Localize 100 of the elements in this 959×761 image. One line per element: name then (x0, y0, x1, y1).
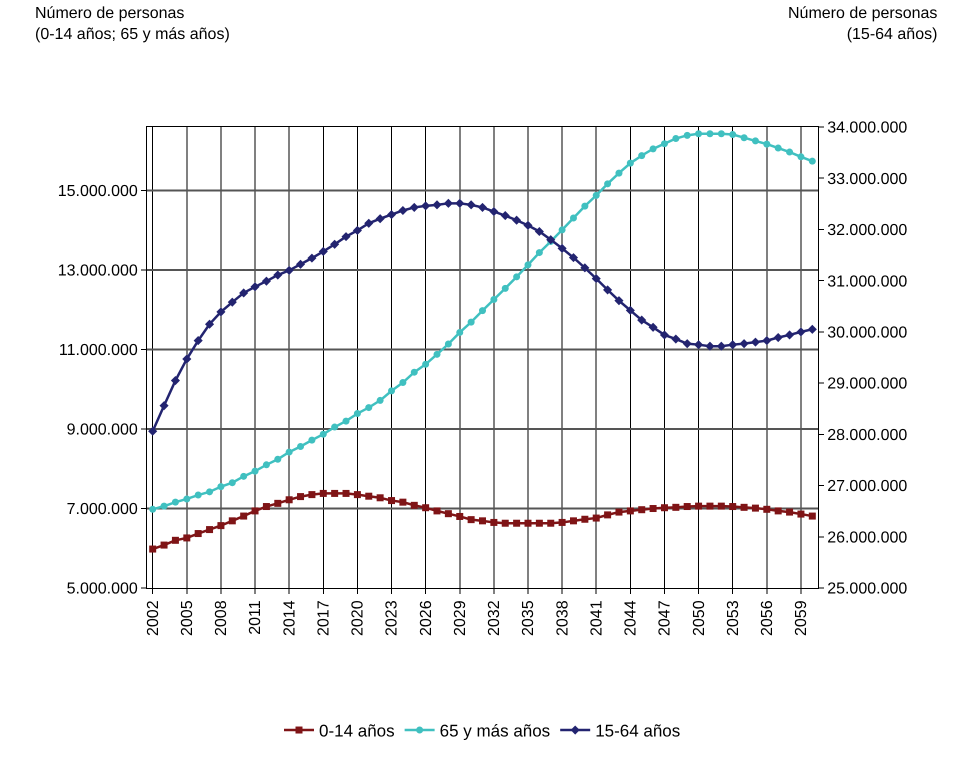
point (205, 320, 214, 329)
x-tick-label: 2032 (486, 600, 504, 636)
point (364, 218, 374, 228)
point (705, 342, 715, 351)
point (217, 522, 224, 530)
point (455, 198, 464, 208)
point (330, 240, 340, 249)
point (331, 490, 338, 497)
point (479, 307, 486, 314)
point (352, 226, 362, 236)
point (194, 492, 202, 499)
point (206, 488, 214, 496)
x-tick-label: 2038 (554, 600, 572, 636)
x-tick-label: 2020 (350, 600, 367, 636)
point (365, 404, 372, 412)
point (286, 448, 293, 456)
point (262, 276, 271, 286)
legend-label: 0-14 años (319, 722, 395, 741)
point (228, 298, 237, 307)
point (308, 436, 316, 444)
point (774, 332, 783, 342)
point (228, 479, 236, 486)
point (706, 130, 714, 138)
point (684, 132, 691, 139)
point (284, 266, 294, 275)
point (307, 254, 316, 263)
point (172, 536, 179, 544)
y2-tick-label: 32.000.000 (827, 222, 908, 240)
x-tick-label: 2002 (144, 600, 162, 636)
x-tick-label: 2059 (793, 600, 810, 636)
point (160, 502, 168, 510)
point (558, 226, 566, 234)
x-tick-label: 2041 (588, 600, 606, 636)
point (808, 324, 817, 334)
point (638, 152, 646, 160)
point (399, 379, 406, 386)
point (614, 296, 624, 306)
point (308, 491, 316, 498)
y-tick-label: 9.000.000 (66, 422, 138, 439)
point (262, 461, 270, 468)
point (388, 497, 396, 504)
point (570, 517, 577, 524)
y2-tick-label: 25.000.000 (827, 580, 908, 598)
point (546, 235, 556, 244)
x-tick-label: 2005 (179, 600, 196, 636)
point (250, 282, 260, 292)
point (479, 517, 486, 524)
x-tick-label: 2044 (622, 600, 640, 636)
point (456, 512, 464, 520)
x-tick-label: 2014 (281, 600, 298, 636)
point (478, 202, 488, 212)
point (490, 518, 498, 526)
point (786, 508, 794, 516)
point (421, 201, 430, 210)
point (808, 158, 816, 165)
point (376, 214, 385, 224)
x-tick-label: 2023 (384, 600, 401, 636)
point (160, 542, 168, 549)
point (524, 261, 532, 268)
point (808, 512, 816, 520)
point (796, 327, 806, 336)
point (650, 505, 657, 512)
point (216, 307, 226, 316)
legend-label: 15-64 años (595, 722, 680, 741)
point (568, 253, 578, 262)
point (604, 511, 612, 518)
point (638, 506, 646, 514)
point (763, 140, 770, 148)
point (729, 503, 736, 510)
y2-tick-label: 31.000.000 (827, 273, 908, 290)
point (672, 135, 680, 142)
point (763, 506, 770, 513)
point (444, 510, 452, 518)
point (558, 244, 567, 253)
y2-tick-label: 26.000.000 (827, 529, 908, 546)
x-tick-label: 2029 (452, 600, 469, 636)
point (388, 387, 396, 394)
point (432, 200, 442, 210)
point (217, 483, 224, 490)
point (182, 354, 192, 364)
point (170, 376, 180, 386)
point (626, 306, 635, 315)
point (160, 401, 169, 410)
point (183, 534, 190, 542)
point (615, 508, 622, 516)
y2-tick-label: 34.000.000 (827, 120, 908, 137)
point (398, 206, 408, 216)
point (740, 339, 749, 348)
point (410, 202, 419, 212)
point (740, 134, 748, 142)
point (774, 144, 782, 152)
x-tick-label: 2035 (520, 600, 538, 636)
x-tick-label: 2047 (656, 600, 674, 636)
point (410, 368, 418, 376)
point (489, 206, 498, 216)
y2-tick-label: 30.000.000 (827, 324, 908, 342)
point (331, 424, 338, 431)
point (718, 502, 725, 510)
point (750, 338, 760, 347)
y-tick-label: 7.000.000 (66, 501, 138, 518)
